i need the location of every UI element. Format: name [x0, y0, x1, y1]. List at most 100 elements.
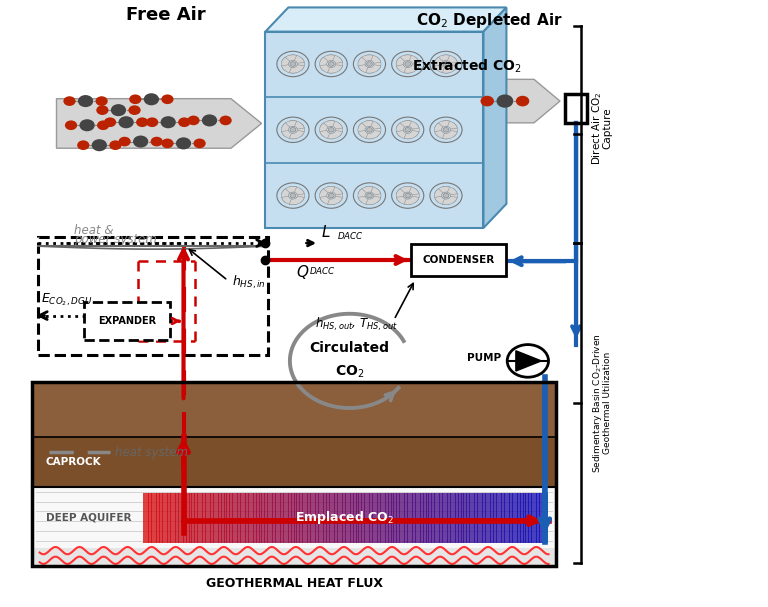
Bar — [234, 493, 238, 543]
Bar — [167, 493, 170, 543]
Polygon shape — [319, 121, 335, 129]
Bar — [348, 493, 351, 543]
Bar — [275, 493, 278, 543]
Bar — [170, 493, 174, 543]
Polygon shape — [282, 65, 296, 73]
Bar — [253, 493, 257, 543]
Circle shape — [507, 345, 548, 377]
Bar — [326, 493, 329, 543]
Bar — [280, 493, 284, 543]
Bar — [485, 493, 488, 543]
Bar — [216, 493, 219, 543]
Bar — [248, 493, 251, 543]
Bar — [425, 493, 429, 543]
Circle shape — [128, 106, 141, 115]
Bar — [184, 493, 187, 543]
Bar — [518, 493, 521, 543]
Polygon shape — [319, 196, 335, 205]
Circle shape — [366, 62, 372, 66]
Polygon shape — [296, 57, 304, 71]
Circle shape — [118, 116, 134, 128]
Bar — [361, 493, 365, 543]
Circle shape — [144, 93, 159, 106]
Polygon shape — [327, 55, 343, 63]
Circle shape — [366, 127, 372, 132]
Polygon shape — [266, 7, 506, 32]
Bar — [420, 493, 424, 543]
Bar — [256, 493, 260, 543]
Bar — [343, 493, 346, 543]
Bar — [480, 493, 483, 543]
Bar — [286, 493, 290, 543]
Bar — [450, 493, 453, 543]
Bar — [523, 493, 526, 543]
Bar — [259, 493, 262, 543]
Polygon shape — [396, 123, 405, 137]
Bar — [411, 244, 506, 276]
Circle shape — [96, 106, 108, 115]
Polygon shape — [442, 65, 457, 73]
Bar — [407, 493, 410, 543]
Bar — [339, 493, 343, 543]
Bar — [305, 493, 308, 543]
Polygon shape — [327, 65, 343, 73]
Bar — [415, 493, 419, 543]
Polygon shape — [411, 57, 419, 71]
Polygon shape — [319, 131, 335, 139]
Polygon shape — [290, 65, 304, 73]
Polygon shape — [449, 57, 458, 71]
Bar — [270, 493, 273, 543]
Bar — [223, 493, 227, 543]
Bar — [366, 493, 370, 543]
Circle shape — [95, 97, 108, 106]
Bar — [436, 493, 440, 543]
Polygon shape — [435, 65, 450, 73]
Bar — [399, 493, 402, 543]
Polygon shape — [358, 121, 373, 129]
Bar — [227, 493, 230, 543]
Text: $_{DACC}$: $_{DACC}$ — [309, 264, 336, 277]
Bar — [240, 493, 243, 543]
Polygon shape — [282, 55, 296, 63]
Polygon shape — [319, 123, 328, 137]
Circle shape — [328, 62, 334, 66]
Polygon shape — [435, 55, 450, 63]
Text: heat system: heat system — [114, 446, 187, 459]
Polygon shape — [404, 196, 419, 205]
Bar — [205, 493, 208, 543]
Polygon shape — [327, 196, 343, 205]
Bar — [491, 493, 494, 543]
Bar — [154, 493, 157, 543]
Bar — [32, 437, 556, 487]
Bar — [509, 493, 513, 543]
Polygon shape — [358, 123, 366, 137]
Bar — [313, 493, 316, 543]
Bar — [291, 493, 295, 543]
Polygon shape — [327, 131, 343, 139]
Text: EXPANDER: EXPANDER — [98, 316, 156, 326]
Bar — [266, 493, 270, 543]
Bar — [32, 382, 556, 566]
Bar — [191, 493, 195, 543]
FancyArrow shape — [57, 99, 262, 148]
Polygon shape — [366, 131, 381, 139]
Bar — [200, 493, 203, 543]
Bar — [294, 493, 297, 543]
Polygon shape — [442, 186, 457, 195]
Polygon shape — [435, 121, 450, 129]
Polygon shape — [290, 186, 304, 195]
Bar — [243, 493, 246, 543]
Bar — [356, 493, 359, 543]
Polygon shape — [404, 186, 419, 195]
Circle shape — [118, 137, 131, 146]
Bar — [250, 493, 254, 543]
Bar — [232, 493, 235, 543]
Circle shape — [78, 95, 93, 107]
Bar — [175, 493, 179, 543]
Bar — [237, 493, 240, 543]
Bar — [452, 493, 456, 543]
Text: GEOTHERMAL HEAT FLUX: GEOTHERMAL HEAT FLUX — [206, 577, 382, 590]
Polygon shape — [366, 55, 381, 63]
Polygon shape — [319, 57, 328, 71]
Circle shape — [290, 193, 296, 198]
